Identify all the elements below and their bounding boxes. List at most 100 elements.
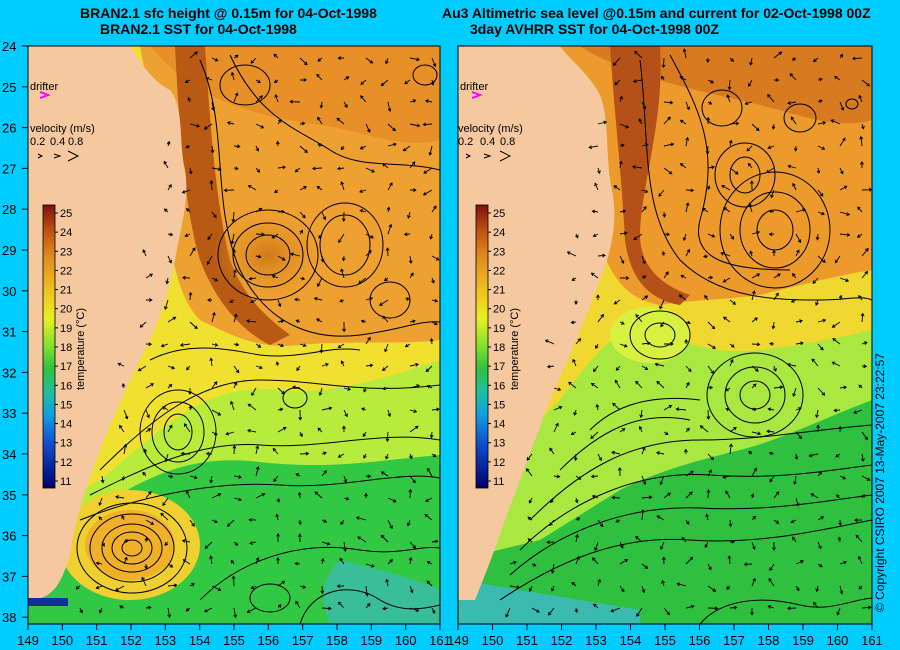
right-velocity-arrow	[597, 120, 608, 125]
right-velocity-arrow	[619, 428, 626, 433]
right-velocity-arrow	[619, 143, 625, 148]
right-velocity-arrow	[661, 556, 666, 565]
right-land	[458, 46, 615, 600]
lon-left-tick-label: 155	[223, 633, 245, 648]
right-velocity-arrow	[767, 604, 775, 609]
left-velocity-arrow	[299, 78, 308, 82]
right-velocity-arrow	[729, 443, 733, 455]
left-title-2: BRAN2.1 SST for 04-Oct-1998	[100, 21, 297, 37]
left-velocity-arrow	[384, 343, 389, 353]
left-velocity-arrow	[314, 491, 323, 499]
left-velocity-arrow	[144, 537, 149, 543]
left-velocity-arrow	[409, 319, 416, 324]
left-velocity-arrow	[162, 497, 169, 507]
right-velocity-arrow	[707, 79, 714, 84]
right-velocity-arrow	[838, 425, 843, 433]
right-cbar-tick-label: 22	[493, 265, 505, 277]
left-velocity-arrow	[343, 475, 348, 484]
right-velocity-arrow	[704, 541, 709, 549]
right-velocity-arrow	[817, 99, 823, 103]
right-velocity-arrow	[619, 321, 625, 325]
left-velocity-arrow	[424, 99, 433, 104]
right-velocity-arrow	[861, 431, 869, 441]
right-title-1: Au3 Altimetric sea level @0.15m and curr…	[442, 5, 871, 21]
right-velocity-arrow	[676, 582, 687, 587]
left-sst-orange-deep	[150, 46, 440, 143]
right-velocity-arrow	[725, 407, 731, 412]
left-velocity-arrow	[230, 71, 235, 81]
right-velocity-arrow	[787, 164, 797, 169]
right-velocity-arrow	[638, 118, 643, 125]
left-velocity-arrow	[189, 519, 195, 527]
left-velocity-arrow	[255, 232, 265, 237]
left-velocity-arrow	[387, 142, 397, 147]
right-velocity-arrow	[707, 343, 716, 349]
right-cbar-tick-label: 16	[493, 380, 505, 392]
right-velocity-arrow	[789, 73, 797, 81]
lat-tick-label: 25	[2, 80, 16, 95]
left-velocity-arrow	[299, 145, 308, 153]
right-velocity-arrow	[663, 100, 674, 105]
left-velocity-arrows	[75, 51, 440, 619]
right-velocity-arrow	[685, 491, 693, 499]
left-velocity-arrow	[365, 563, 375, 568]
left-velocity-arrow	[431, 277, 435, 284]
right-velocity-arrow	[773, 51, 783, 59]
left-velocity-arrow	[428, 145, 433, 156]
left-velocity-arrow	[365, 603, 371, 609]
right-velocity-arrow	[858, 295, 863, 301]
left-velocity-arrow	[255, 343, 262, 348]
right-velocity-arrow	[641, 275, 647, 279]
right-velocity-arrow	[659, 299, 665, 310]
right-velocity-arrow	[641, 585, 646, 594]
right-velocity-arrow	[658, 189, 665, 197]
right-velocity-arrow	[795, 319, 803, 324]
left-velocity-arrow	[277, 118, 282, 125]
left-velocity-arrow	[160, 343, 169, 348]
right-velocity-arrow	[574, 497, 579, 504]
left-velocity-arrow	[188, 405, 193, 411]
left-velocity-arrow	[340, 181, 345, 191]
left-velocity-arrow	[409, 99, 417, 103]
lon-right-tick-label: 156	[689, 633, 711, 648]
left-velocity-arrow	[387, 182, 393, 191]
right-cbar-tick-label: 25	[493, 208, 505, 220]
left-velocity-arrow	[431, 298, 439, 303]
right-velocity-arrow	[707, 365, 715, 375]
right-velocity-arrow	[767, 93, 775, 103]
left-velocity-arrow	[189, 583, 195, 587]
left-velocity-arrow	[188, 167, 193, 175]
right-velocity-arrow	[593, 365, 599, 373]
right-velocity-arrow	[656, 380, 665, 389]
right-velocity-arrow	[817, 189, 824, 197]
right-velocity-arrow	[641, 341, 651, 346]
lat-tick-label: 35	[2, 488, 16, 503]
lat-tick-label: 31	[2, 325, 16, 340]
right-velocity-arrow	[792, 182, 797, 191]
left-velocity-arrow	[145, 605, 152, 610]
right-velocity-arrow	[641, 495, 653, 500]
left-velocity-arrow	[341, 255, 346, 262]
left-velocity-arrow	[271, 233, 279, 239]
lon-left-tick-label: 156	[257, 633, 279, 648]
right-velocity-arrow	[790, 299, 797, 303]
right-velocity-arrow	[793, 475, 797, 486]
lon-left-tick-label: 157	[292, 633, 314, 648]
left-velocity-arrow	[320, 585, 325, 595]
right-colorbar-ticks: 25 24 23 22 21 20 19 18 17 16 15 14 13 12 11	[488, 208, 505, 488]
left-velocity-arrow	[405, 297, 411, 301]
left-velocity-arrow	[379, 299, 389, 306]
right-velocity-arrow	[509, 560, 517, 565]
right-velocity-arrow	[769, 341, 775, 346]
lon-right-tick-label: 158	[758, 633, 780, 648]
right-velocity-arrow	[661, 57, 666, 69]
left-vel-scale-1: 0.4	[50, 136, 65, 148]
left-contours	[76, 54, 440, 624]
right-velocity-arrow	[685, 320, 691, 325]
right-velocity-arrow	[772, 249, 776, 256]
left-velocity-arrow	[299, 451, 310, 456]
left-velocity-arrow	[233, 166, 239, 171]
left-velocity-arrow	[273, 475, 279, 482]
left-cbar-tick-label: 24	[60, 227, 72, 239]
left-velocity-arrow	[337, 601, 345, 609]
